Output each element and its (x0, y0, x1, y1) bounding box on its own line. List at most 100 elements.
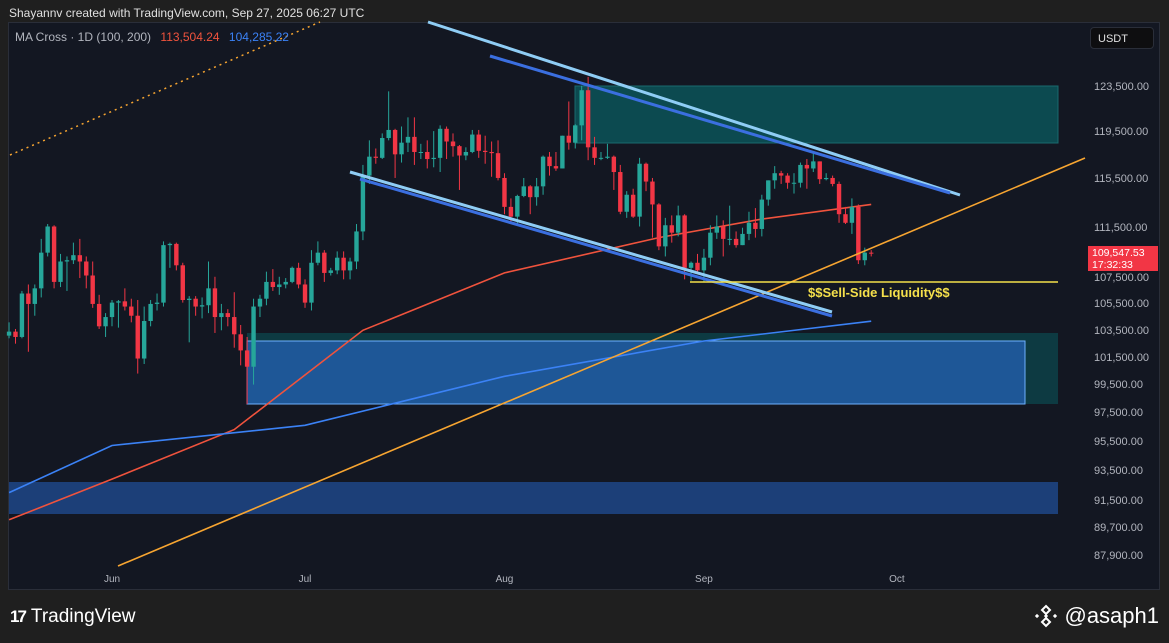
candle (798, 162, 803, 188)
candle (257, 294, 263, 318)
candle-body (534, 186, 539, 198)
lower-demand-band (9, 482, 1058, 514)
candle (450, 133, 456, 157)
candle-body (315, 252, 321, 263)
candle (354, 224, 359, 270)
candle-body (122, 301, 128, 307)
candle-body (528, 186, 533, 198)
candle (823, 173, 829, 181)
candle-body (811, 161, 816, 169)
candle-body (650, 181, 655, 205)
candle-body (701, 257, 707, 271)
candle-body (669, 225, 674, 233)
candle (534, 177, 539, 206)
price-tick-label: 111,500.00 (1094, 221, 1148, 234)
candle (817, 161, 822, 184)
candle (96, 294, 102, 329)
time-tick-label: Jun (103, 574, 121, 585)
ma100-value: 113,504.24 (160, 30, 220, 44)
candle-body (791, 182, 797, 184)
candle-body (264, 281, 269, 299)
candle (412, 117, 417, 165)
candle-body (772, 173, 777, 181)
price-tick-label: 101,500.00 (1094, 351, 1150, 364)
candle (656, 203, 662, 251)
candle-body (90, 275, 95, 304)
price-tick-label: 123,500.00 (1094, 81, 1150, 93)
candle (64, 256, 70, 291)
candle (618, 164, 623, 215)
candle-body (502, 177, 507, 207)
indicator-name: MA Cross · 1D (100, 200) (15, 30, 152, 44)
currency-button[interactable]: USDT (1090, 27, 1154, 49)
candle-body (540, 156, 546, 187)
candle-body (515, 195, 520, 217)
candle (129, 298, 134, 323)
ma-line-200 (8, 320, 872, 494)
candle (180, 262, 185, 303)
candle (347, 257, 353, 280)
candle (386, 91, 391, 141)
candle-body (708, 232, 713, 258)
candle-body (277, 284, 282, 288)
candle-body (618, 172, 623, 212)
candle (753, 208, 758, 238)
candle-body (598, 157, 604, 159)
candle (45, 224, 50, 257)
candle (6, 322, 12, 339)
tradingview-logo: 17 TradingView (10, 606, 135, 628)
price-tick-label: 119,500.00 (1094, 126, 1149, 139)
candle (482, 135, 488, 164)
candle (154, 293, 160, 311)
candle (778, 170, 784, 184)
candle (521, 177, 526, 198)
time-tick-label: Aug (495, 574, 514, 585)
candle (849, 198, 855, 234)
candle-body (109, 302, 115, 318)
candle (592, 136, 597, 165)
candle (733, 231, 739, 248)
orange-trendline (117, 157, 1086, 567)
candle-body (643, 163, 649, 182)
candle-body (740, 233, 745, 246)
candle-body (869, 252, 874, 254)
candle (502, 173, 507, 215)
candle (540, 155, 546, 195)
candle-body (766, 180, 771, 200)
candle-body (58, 261, 63, 282)
candle (322, 250, 327, 282)
candle-body (412, 136, 417, 152)
candle (721, 220, 726, 257)
candle-body (431, 157, 436, 160)
candle-body (6, 331, 12, 336)
candle-body (187, 298, 192, 301)
candle (187, 296, 192, 343)
channel-lower-line (349, 170, 833, 314)
candle-body (663, 225, 668, 247)
candle-body (573, 125, 578, 143)
candle (341, 251, 346, 280)
candle (238, 324, 243, 366)
candle (772, 166, 777, 189)
candle (19, 290, 25, 339)
candle-body (51, 226, 57, 282)
channel-upper-line-inner (489, 54, 951, 195)
candle-body (785, 175, 790, 183)
candle-body (457, 146, 462, 156)
candle (334, 251, 340, 275)
candle (309, 250, 314, 311)
candle-body (425, 151, 430, 160)
candle (528, 185, 533, 215)
candle-body (116, 301, 121, 303)
indicator-legend[interactable]: MA Cross · 1D (100, 200) 113,504.24 104,… (15, 30, 289, 44)
candle-body (560, 135, 565, 169)
candle (476, 129, 481, 158)
candle-body (174, 243, 179, 266)
candle (13, 328, 18, 344)
candle-body (714, 226, 719, 233)
current-price: 109,547.53 (1092, 247, 1145, 259)
candle-body (817, 161, 822, 180)
candle (26, 284, 31, 352)
candle-body (495, 153, 501, 178)
